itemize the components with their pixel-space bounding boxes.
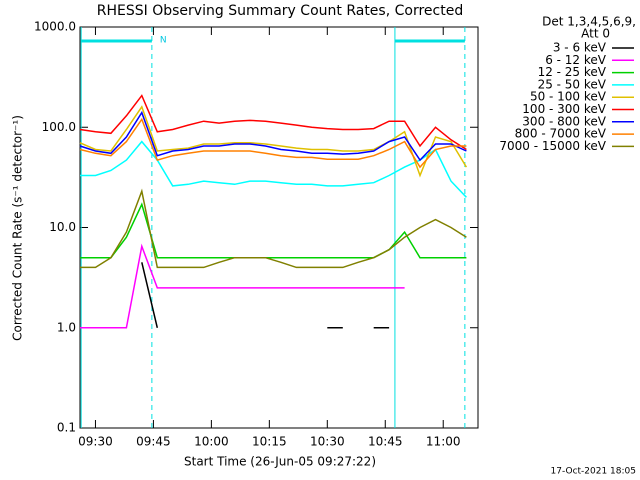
x-tick-label: 09:30 — [78, 435, 113, 449]
legend-label: 25 - 50 keV — [538, 77, 607, 91]
legend-label: 12 - 25 keV — [538, 65, 607, 79]
legend-label: 300 - 800 keV — [522, 114, 606, 128]
footer: 17-Oct-2021 18:05 — [551, 467, 636, 477]
series-line — [80, 140, 467, 198]
legend-header: Att 0 — [581, 27, 610, 41]
y-tick-label: 0.1 — [57, 421, 76, 435]
x-axis-label: Start Time (26-Jun-05 09:27:22) — [184, 455, 376, 469]
x-tick-label: 09:45 — [136, 435, 171, 449]
legend-label: 800 - 7000 keV — [515, 127, 607, 141]
series-line — [141, 262, 390, 329]
legend-label: 7000 - 15000 keV — [499, 139, 606, 153]
legend-label: 3 - 6 keV — [553, 41, 607, 55]
series-line — [79, 110, 467, 162]
x-tick-label: 10:45 — [368, 435, 403, 449]
y-tick-label: 1000.0 — [34, 20, 76, 34]
series-line — [79, 94, 467, 151]
interval-label: N — [160, 36, 167, 46]
y-tick-label: 1.0 — [57, 320, 76, 334]
series-line — [80, 202, 467, 259]
legend-label: 100 - 300 keV — [522, 102, 606, 116]
legend-label: 50 - 100 keV — [530, 90, 607, 104]
x-tick-label: 11:00 — [426, 435, 461, 449]
y-tick-label: 10.0 — [49, 220, 76, 234]
series-line — [79, 117, 467, 169]
y-tick-label: 100.0 — [42, 120, 76, 134]
y-axis-label: Corrected Count Rate (s⁻¹ detector⁻¹) — [11, 115, 25, 341]
series-line — [80, 188, 467, 269]
x-tick-label: 10:15 — [252, 435, 287, 449]
series-line — [80, 243, 405, 329]
x-tick-label: 10:30 — [310, 435, 345, 449]
series-line — [79, 105, 468, 178]
x-tick-label: 10:00 — [194, 435, 229, 449]
legend-label: 6 - 12 keV — [545, 53, 607, 67]
legend-header: Det 1,3,4,5,6,9, — [542, 15, 636, 29]
chart-title: RHESSI Observing Summary Count Rates, Co… — [97, 3, 463, 19]
